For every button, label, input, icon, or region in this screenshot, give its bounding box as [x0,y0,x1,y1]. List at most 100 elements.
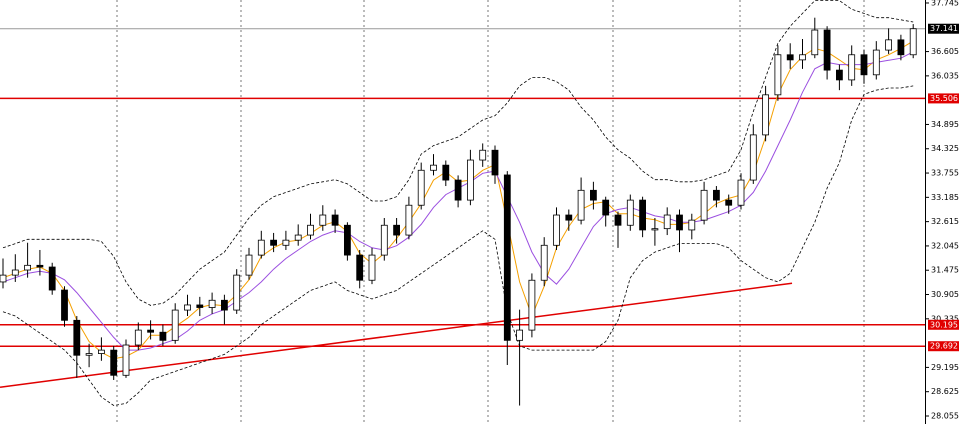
candle-body [909,28,917,56]
candle-body [503,174,511,341]
level-label-bg [928,319,959,330]
candle-body [811,29,819,56]
candle-body [430,164,437,171]
candle-body [147,329,155,333]
candle-body [799,54,806,61]
candle [565,209,573,231]
candle-body [848,54,856,81]
y-tick-label: 37.745 [931,0,959,7]
candle [368,247,376,285]
candle-body [393,224,401,236]
candle [294,224,302,246]
candle [688,213,696,240]
candle-body [134,329,142,346]
candle-body [860,54,868,76]
candle-body [626,199,634,226]
candle [454,175,462,208]
candle [307,213,314,240]
candle-body [319,214,327,226]
candle [245,247,253,280]
candle-body [466,159,474,201]
candle-body [11,269,19,276]
candle [73,316,81,378]
candle [872,41,880,80]
candle [897,34,905,61]
candle [639,196,646,238]
candle-body [688,219,696,231]
candle [577,177,585,225]
candle-body [24,264,32,271]
last-price-label-bg [928,23,959,34]
candle [48,262,56,295]
candle [98,337,105,361]
candle [491,145,499,184]
candle-body [257,239,265,256]
candle [614,211,622,248]
band-line [2,85,914,406]
candle [700,181,708,225]
trendline [0,282,793,388]
candle-body [220,299,228,311]
candle [909,24,917,59]
candle [503,171,511,366]
candle [343,222,351,261]
candle [356,249,364,289]
candle [725,194,733,214]
candle-body [700,189,708,221]
candle [540,237,548,287]
y-tick-label: 31.475 [931,266,959,275]
candle-body [208,299,216,308]
candle-body [282,239,290,246]
candle-body [663,214,671,230]
candle-body [786,54,794,61]
y-tick-label: 32.615 [931,217,959,226]
candle [836,64,843,91]
candle-body [749,134,757,181]
candle [713,186,720,208]
y-tick-label: 34.895 [931,120,959,129]
candle-body [405,204,413,236]
candle-body [417,169,425,206]
level-label-bg [928,93,959,104]
candle-body [36,264,44,268]
candle-body [196,304,204,308]
candle [651,218,659,246]
y-tick-label: 30.905 [931,290,959,299]
candle-body [762,94,769,136]
candle-body [774,54,782,96]
candle [184,294,191,317]
candle [676,209,683,253]
candle [147,320,155,340]
candle [479,143,487,167]
candle-body [823,29,831,71]
candle [516,309,523,406]
candle [208,292,216,314]
candle [405,196,413,240]
candle-body [343,224,351,256]
candle-body [737,179,745,206]
candle [774,45,782,101]
candle [799,38,806,69]
candle-body [885,39,892,51]
y-tick-label: 33.755 [931,169,959,178]
candle-body [713,189,720,201]
level-label-bg [928,341,959,352]
candle-body [122,344,130,376]
candle [848,45,856,86]
candle-body [676,214,683,231]
candle [36,249,44,276]
candle-body [614,214,622,226]
candle-body [479,149,487,161]
candle-body [491,149,499,176]
candle-body [85,353,93,356]
candle-body [380,224,388,256]
candle [134,322,142,351]
candle-body [836,69,843,81]
y-tick-label: 28.625 [931,387,959,396]
candle [220,294,228,325]
candle [663,207,671,236]
candle-body [110,349,118,376]
level-label: 29.692 [930,342,958,351]
candle-body [639,199,646,231]
level-label: 30.195 [930,320,958,329]
